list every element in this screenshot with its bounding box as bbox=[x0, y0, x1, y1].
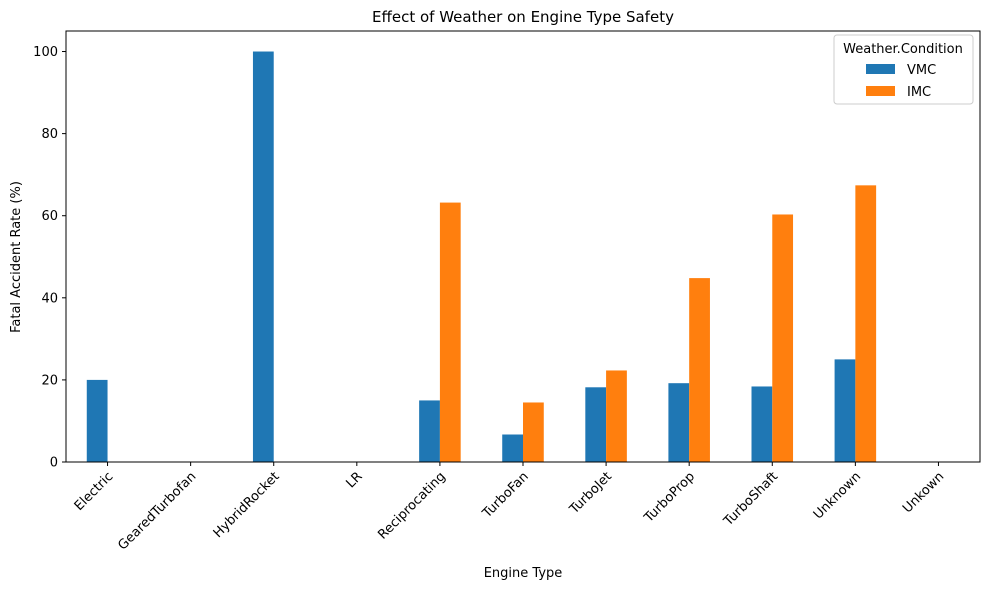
bar-vmc-turbofan bbox=[502, 434, 523, 462]
y-axis: 0 20 40 60 80 100 bbox=[33, 45, 66, 471]
x-tick-label: LR bbox=[344, 469, 366, 491]
y-axis-label: Fatal Accident Rate (%) bbox=[9, 181, 24, 333]
bar-vmc-turboshaft bbox=[751, 386, 773, 462]
y-tick-label: 100 bbox=[33, 45, 58, 60]
bar-imc-turbofan bbox=[523, 402, 544, 462]
bar-vmc-reciprocating bbox=[419, 400, 440, 462]
y-tick-label: 40 bbox=[41, 291, 58, 306]
legend-swatch-imc bbox=[866, 86, 895, 96]
x-tick-label: HybridRocket bbox=[211, 469, 283, 541]
x-tick-label: TurboProp bbox=[641, 469, 698, 526]
legend-label-vmc: VMC bbox=[907, 63, 936, 78]
bar-imc-unknown bbox=[855, 185, 877, 462]
x-axis: Electric GearedTurbofan HybridRocket LR Reci… bbox=[72, 462, 947, 553]
x-tick-label: Unknown bbox=[811, 469, 864, 522]
x-tick-label: TurboShaft bbox=[721, 469, 782, 530]
x-axis-label: Engine Type bbox=[484, 566, 563, 581]
y-tick-label: 80 bbox=[41, 127, 58, 142]
bar-imc-turbojet bbox=[606, 370, 627, 462]
x-tick-label: Unkown bbox=[900, 469, 947, 516]
bar-imc-turboshaft bbox=[772, 214, 794, 462]
y-tick-label: 0 bbox=[50, 456, 58, 471]
x-tick-label: TurboJet bbox=[566, 469, 615, 518]
bar-vmc-electric bbox=[86, 379, 108, 462]
bar-vmc-hybridrocket bbox=[252, 51, 274, 463]
x-tick-label: TurboFan bbox=[479, 469, 532, 522]
bar-vmc-turbojet bbox=[585, 387, 607, 462]
y-tick-label: 60 bbox=[41, 209, 58, 224]
bar-vmc-turboprop bbox=[668, 383, 690, 462]
y-tick-label: 20 bbox=[41, 373, 58, 388]
bar-imc-reciprocating bbox=[439, 202, 461, 462]
bars-group bbox=[86, 51, 877, 463]
x-tick-label: Reciprocating bbox=[375, 469, 448, 542]
legend: Weather.Condition VMC IMC bbox=[833, 34, 974, 105]
legend-title: Weather.Condition bbox=[843, 42, 963, 57]
legend-swatch-vmc bbox=[866, 64, 895, 74]
chart-title: Effect of Weather on Engine Type Safety bbox=[372, 8, 674, 26]
x-tick-label: Electric bbox=[72, 469, 117, 514]
bar-vmc-unknown bbox=[834, 359, 856, 462]
legend-label-imc: IMC bbox=[907, 85, 931, 100]
x-tick-label: GearedTurbofan bbox=[115, 469, 199, 553]
bar-imc-turboprop bbox=[689, 278, 710, 462]
